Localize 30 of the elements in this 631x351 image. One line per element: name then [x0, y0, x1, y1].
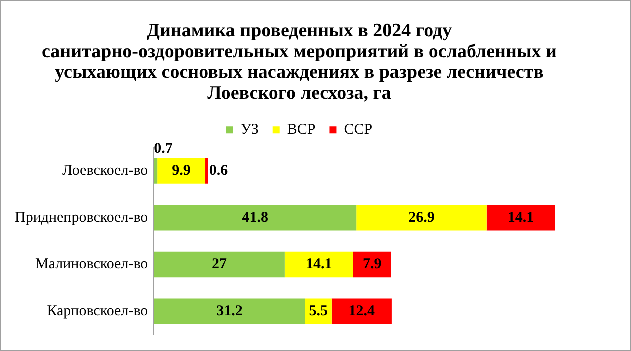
bar: [158, 158, 206, 184]
y-tick-label: Малиновскоел-во: [36, 256, 148, 273]
data-label: 41.8: [242, 210, 269, 226]
data-label: 27: [212, 256, 228, 273]
bar: [154, 298, 306, 324]
legend-label: УЗ: [240, 122, 259, 138]
data-label: 0.6: [209, 162, 229, 179]
data-label: 12.4: [348, 303, 376, 320]
legend-label: ССР: [344, 122, 373, 138]
bar: [356, 204, 487, 231]
bar: [353, 252, 392, 278]
bar: [154, 204, 357, 231]
bar: [486, 204, 556, 231]
y-tick-label: Приднепровскоел-во: [14, 210, 148, 226]
legend-label: ВСР: [287, 122, 316, 138]
data-label: 7.9: [362, 256, 382, 273]
data-label: 0.7: [154, 141, 174, 158]
data-label: 14.1: [508, 210, 534, 226]
y-tick-label: Лоевскоел-во: [62, 162, 148, 179]
chart-title: Динамика проведенных в 2024 году санитарно-оздоровительных мероприятий в ослабленных и усыхающих сосновых насаждениях в разрезе лесничеств Лоевского лесхоза, га: [42, 20, 558, 104]
data-label: 9.9: [172, 162, 191, 179]
data-label: 5.5: [309, 303, 328, 320]
y-tick-label: Карповскоел-во: [47, 304, 148, 320]
bar: [284, 252, 354, 278]
data-label: 31.2: [216, 303, 243, 320]
data-label: 26.9: [408, 210, 435, 226]
bar: [206, 158, 208, 184]
data-label: 14.1: [306, 256, 332, 273]
bar: [332, 298, 392, 324]
bar: [154, 252, 285, 278]
